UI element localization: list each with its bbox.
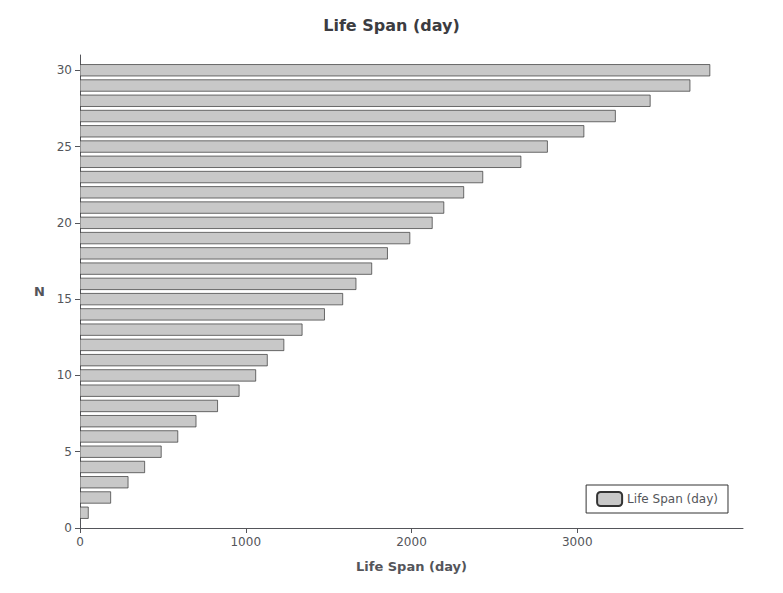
svg-text:25: 25 <box>57 140 72 154</box>
svg-text:N: N <box>34 284 45 299</box>
svg-text:Life Span (day): Life Span (day) <box>356 559 467 574</box>
svg-text:30: 30 <box>57 63 72 77</box>
svg-text:1000: 1000 <box>230 535 261 549</box>
svg-text:Life Span (day): Life Span (day) <box>323 16 460 35</box>
svg-text:0: 0 <box>76 535 84 549</box>
svg-text:3000: 3000 <box>562 535 593 549</box>
svg-text:20: 20 <box>57 216 72 230</box>
svg-text:2000: 2000 <box>396 535 427 549</box>
svg-text:Life Span (day): Life Span (day) <box>627 492 718 506</box>
svg-text:5: 5 <box>64 445 72 459</box>
svg-text:0: 0 <box>64 521 72 535</box>
svg-text:10: 10 <box>57 368 72 382</box>
svg-text:15: 15 <box>57 292 72 306</box>
